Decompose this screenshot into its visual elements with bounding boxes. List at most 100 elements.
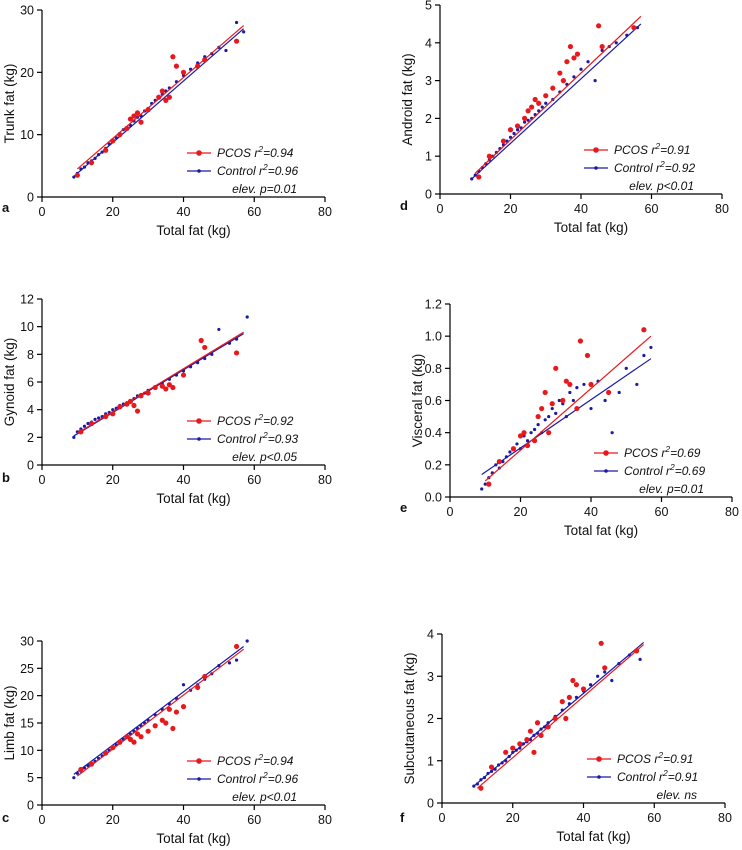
x-tick-label: 60 bbox=[247, 205, 261, 219]
y-tick-label: 0.4 bbox=[425, 426, 442, 440]
data-point-pcos bbox=[166, 382, 172, 388]
legend-marker bbox=[196, 758, 202, 764]
data-point-control bbox=[511, 750, 515, 754]
data-point-pcos bbox=[170, 725, 176, 732]
legend-label: Control r2=0.96 bbox=[217, 162, 298, 178]
data-point-pcos bbox=[476, 174, 482, 180]
data-point-pcos bbox=[88, 160, 95, 166]
data-point-pcos bbox=[233, 350, 240, 356]
data-point-pcos bbox=[138, 119, 144, 125]
data-point-pcos bbox=[560, 78, 566, 84]
legend-entry-pcos: PCOS r2=0.69 bbox=[594, 444, 701, 460]
x-tick-label: 60 bbox=[647, 811, 661, 825]
legend-entry-control: Control r2=0.96 bbox=[187, 770, 298, 786]
x-tick-label: 60 bbox=[247, 813, 261, 827]
legend-entry-pcos: PCOS r2=0.94 bbox=[187, 144, 294, 160]
y-tick-label: 1 bbox=[425, 150, 432, 164]
data-point-pcos bbox=[88, 420, 95, 427]
data-point-pcos bbox=[131, 402, 137, 409]
data-point-control bbox=[532, 733, 536, 738]
data-point-pcos bbox=[478, 785, 484, 791]
data-point-control bbox=[624, 366, 628, 370]
data-point-control bbox=[564, 414, 568, 419]
data-point-pcos bbox=[563, 378, 569, 384]
data-point-pcos bbox=[542, 389, 548, 396]
data-point-pcos bbox=[546, 430, 552, 436]
data-point-pcos bbox=[557, 70, 563, 76]
x-tick-label: 80 bbox=[718, 811, 732, 825]
data-point-pcos bbox=[536, 100, 542, 106]
data-point-control bbox=[97, 153, 101, 157]
y-tick-label: 0 bbox=[27, 799, 34, 813]
legend-label: PCOS r2=0.94 bbox=[217, 144, 294, 160]
x-tick-label: 40 bbox=[177, 473, 191, 487]
y-tick-label: 4 bbox=[425, 36, 432, 50]
data-point-control bbox=[82, 165, 87, 169]
data-point-pcos bbox=[496, 459, 502, 465]
data-point-pcos bbox=[524, 442, 531, 449]
data-point-pcos bbox=[574, 51, 581, 57]
y-tick-label: 4 bbox=[27, 403, 34, 417]
data-point-control bbox=[479, 778, 483, 782]
data-point-control bbox=[515, 128, 520, 132]
data-point-pcos bbox=[573, 682, 580, 688]
data-point-control bbox=[528, 738, 533, 742]
data-point-control bbox=[514, 748, 518, 752]
data-point-pcos bbox=[198, 337, 204, 344]
data-point-pcos bbox=[138, 393, 144, 399]
data-point-control bbox=[617, 390, 621, 395]
data-point-pcos bbox=[131, 113, 137, 119]
regression-line-pcos bbox=[476, 644, 645, 789]
data-point-pcos bbox=[180, 69, 187, 75]
data-point-control bbox=[614, 41, 618, 45]
y-tick-label: 8 bbox=[27, 348, 34, 362]
y-tick-label: 6 bbox=[27, 376, 34, 390]
data-point-control bbox=[546, 721, 550, 725]
data-point-pcos bbox=[532, 438, 538, 444]
data-point-control bbox=[72, 175, 76, 179]
x-axis-title: Total fat (kg) bbox=[156, 831, 230, 846]
data-point-pcos bbox=[574, 405, 580, 412]
panel-a: 0 20 40 60 80 0 10 20 30 Total fat (kg) Trunk fat … bbox=[2, 4, 332, 239]
data-point-pcos bbox=[531, 749, 537, 755]
data-point-pcos bbox=[163, 720, 169, 726]
y-tick-label: 10 bbox=[20, 744, 34, 758]
data-point-control bbox=[610, 431, 614, 435]
data-point-control bbox=[579, 67, 583, 71]
x-tick-label: 20 bbox=[106, 205, 120, 219]
data-point-control bbox=[638, 657, 642, 661]
data-point-control bbox=[504, 759, 508, 763]
data-point-control bbox=[100, 150, 104, 154]
elevation-stat: elev. p=0.01 bbox=[232, 182, 297, 196]
x-tick-label: 80 bbox=[318, 205, 332, 219]
data-point-control bbox=[217, 664, 221, 668]
data-point-control bbox=[568, 390, 572, 395]
data-point-pcos bbox=[560, 397, 566, 404]
y-tick-label: 20 bbox=[20, 66, 34, 80]
data-point-control bbox=[79, 167, 83, 171]
data-point-control bbox=[649, 345, 653, 350]
data-point-pcos bbox=[124, 734, 130, 740]
data-point-pcos bbox=[134, 110, 141, 116]
data-point-control bbox=[554, 411, 558, 415]
data-point-control bbox=[542, 725, 547, 729]
data-point-pcos bbox=[514, 123, 521, 129]
y-tick-label: 0.8 bbox=[425, 362, 442, 376]
data-point-control bbox=[635, 26, 640, 30]
data-point-control bbox=[596, 674, 600, 678]
x-axis-title: Total fat (kg) bbox=[156, 223, 230, 238]
x-tick-label: 40 bbox=[584, 505, 598, 519]
y-tick-label: 0.6 bbox=[425, 394, 442, 408]
regression-line-pcos bbox=[474, 15, 642, 174]
data-point-pcos bbox=[535, 413, 541, 420]
data-point-control bbox=[582, 382, 586, 387]
data-point-control bbox=[504, 455, 508, 459]
y-tick-label: 15 bbox=[20, 717, 34, 731]
data-point-pcos bbox=[110, 411, 116, 417]
x-tick-label: 60 bbox=[655, 505, 669, 519]
data-point-pcos bbox=[78, 429, 84, 435]
data-point-pcos bbox=[527, 728, 534, 734]
elevation-stat: elev. p<0.01 bbox=[629, 179, 694, 193]
data-point-pcos bbox=[170, 384, 176, 391]
legend-marker bbox=[594, 166, 598, 170]
